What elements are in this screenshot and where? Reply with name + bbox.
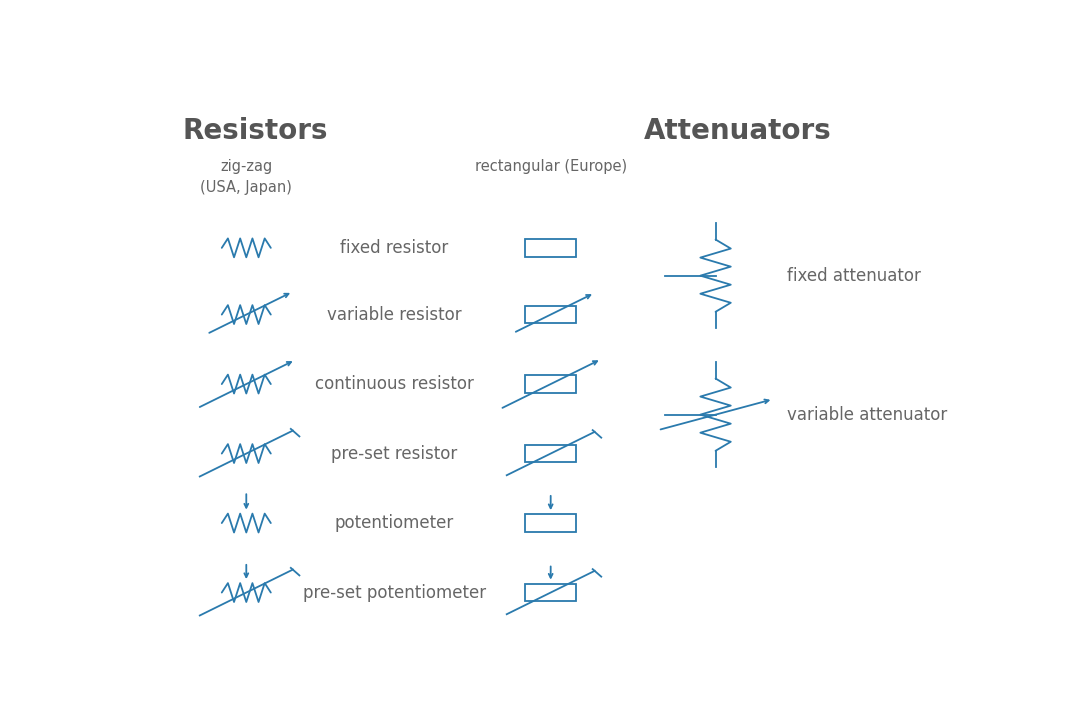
- Text: rectangular (Europe): rectangular (Europe): [475, 159, 626, 174]
- Bar: [525, 239, 576, 257]
- Text: Resistors: Resistors: [183, 117, 328, 145]
- Text: pre-set resistor: pre-set resistor: [332, 445, 457, 463]
- Bar: [525, 305, 576, 323]
- Text: zig-zag
(USA, Japan): zig-zag (USA, Japan): [201, 159, 292, 195]
- Text: fixed resistor: fixed resistor: [340, 239, 448, 257]
- Bar: [525, 514, 576, 532]
- Text: continuous resistor: continuous resistor: [315, 375, 473, 393]
- Text: Attenuators: Attenuators: [644, 117, 831, 145]
- Bar: [525, 583, 576, 601]
- Text: potentiometer: potentiometer: [335, 514, 454, 532]
- Text: variable attenuator: variable attenuator: [788, 406, 948, 424]
- Text: fixed attenuator: fixed attenuator: [788, 266, 921, 284]
- Bar: [525, 445, 576, 463]
- Text: variable resistor: variable resistor: [327, 305, 461, 323]
- Bar: [525, 375, 576, 393]
- Text: pre-set potentiometer: pre-set potentiometer: [302, 583, 485, 601]
